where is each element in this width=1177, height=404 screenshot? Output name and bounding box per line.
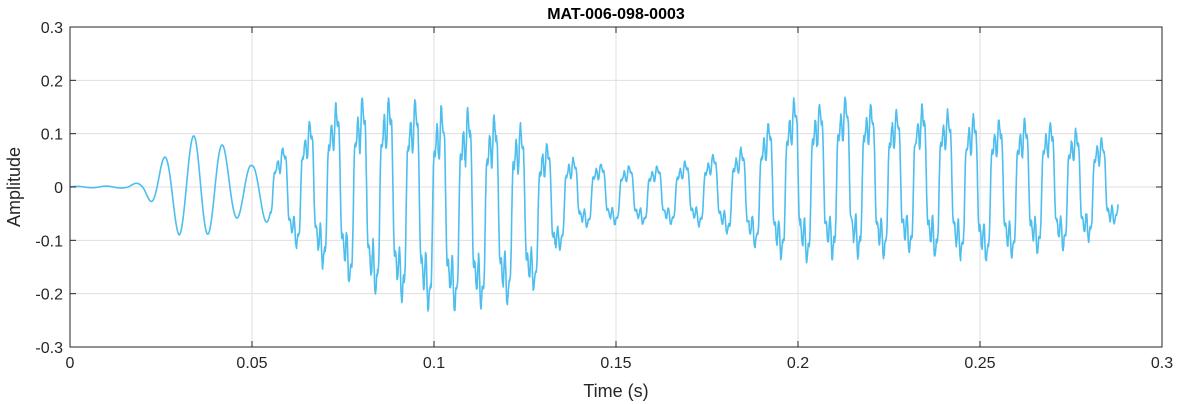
y-tick-label: 0.3 bbox=[41, 20, 63, 37]
x-tick-label: 0.2 bbox=[787, 355, 809, 372]
y-axis-label: Amplitude bbox=[4, 147, 24, 227]
plot-area bbox=[70, 96, 1119, 312]
x-tick-label: 0.05 bbox=[236, 355, 267, 372]
x-tick-label: 0.15 bbox=[600, 355, 631, 372]
y-tick-label: 0 bbox=[54, 180, 63, 197]
grid-lines bbox=[70, 27, 1162, 347]
x-tick-label: 0 bbox=[66, 355, 75, 372]
y-tick-label: -0.2 bbox=[35, 287, 63, 304]
y-tick-label: -0.3 bbox=[35, 340, 63, 357]
x-axis-label: Time (s) bbox=[583, 381, 648, 401]
y-tick-label: -0.1 bbox=[35, 233, 63, 250]
x-axis-ticks: 0 0.05 0.1 0.15 0.2 0.25 0.3 bbox=[66, 27, 1173, 372]
x-tick-label: 0.3 bbox=[1151, 355, 1173, 372]
x-tick-label: 0.1 bbox=[423, 355, 445, 372]
waveform-line bbox=[70, 96, 1119, 312]
y-tick-label: 0.2 bbox=[41, 73, 63, 90]
y-axis-ticks: -0.3 -0.2 -0.1 0 0.1 0.2 0.3 bbox=[35, 20, 1162, 357]
x-tick-label: 0.25 bbox=[964, 355, 995, 372]
y-tick-label: 0.1 bbox=[41, 127, 63, 144]
chart-title: MAT-006-098-0003 bbox=[547, 6, 685, 23]
